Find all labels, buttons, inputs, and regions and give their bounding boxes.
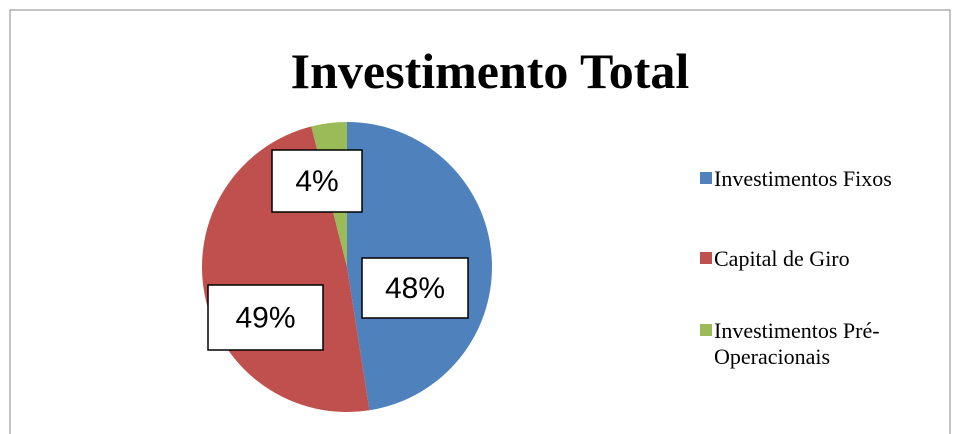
chart-title: Investimento Total [291, 43, 690, 99]
legend-swatch [700, 252, 712, 264]
data-label-box [361, 257, 469, 319]
chart-frame [9, 9, 951, 434]
data-label-box [207, 284, 324, 351]
legend-swatch [700, 172, 712, 184]
data-label: 4% [295, 165, 338, 198]
legend-item: Capital de Giro [714, 246, 850, 271]
legend-item: Investimentos Fixos [714, 166, 892, 191]
legend-item: Investimentos Pré-Operacionais [714, 318, 880, 369]
legend-swatch [700, 324, 712, 336]
legend-label: Investimentos Fixos [714, 166, 892, 191]
legend-label: Capital de Giro [714, 246, 850, 271]
data-label: 49% [235, 301, 295, 334]
legend-label: Investimentos Pré-Operacionais [714, 318, 880, 369]
data-label-box [271, 149, 363, 213]
data-label: 48% [385, 272, 445, 305]
